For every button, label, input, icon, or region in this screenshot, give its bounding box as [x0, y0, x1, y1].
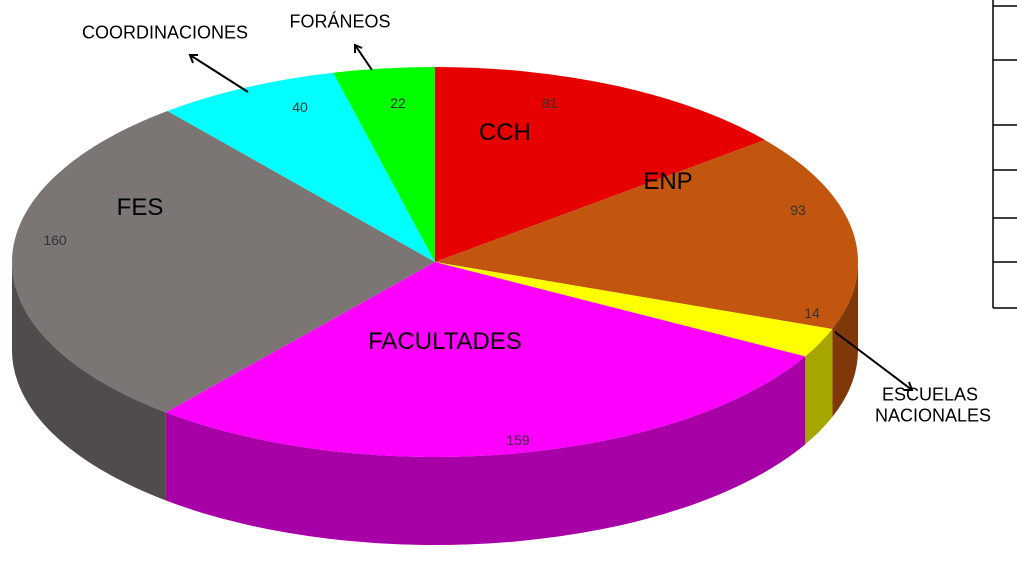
category-label: ENP — [643, 168, 693, 196]
arrows — [188, 43, 914, 391]
value-label: 22 — [390, 95, 406, 111]
category-label: CCH — [479, 119, 531, 147]
side-shade — [12, 262, 166, 501]
value-label: 159 — [506, 432, 530, 448]
side-shade — [165, 356, 806, 545]
pie-tops — [12, 67, 858, 457]
pie-side — [12, 262, 166, 501]
category-label: FES — [116, 194, 164, 222]
value-label: 40 — [292, 99, 308, 115]
pie-slice — [435, 139, 858, 329]
pie-sides — [12, 262, 858, 545]
value-label: 81 — [542, 95, 558, 111]
value-label: 14 — [804, 305, 820, 321]
pie-side — [805, 328, 833, 445]
category-label: ESCUELAS NACIONALES — [875, 384, 992, 425]
value-label: 160 — [43, 232, 67, 248]
value-label: 93 — [790, 202, 806, 218]
pie-slice — [12, 110, 436, 413]
category-label: FACULTADES — [368, 328, 522, 356]
pie-side — [165, 356, 806, 545]
side-shade — [805, 328, 833, 445]
side-table — [992, 0, 1017, 309]
pie-slice — [333, 67, 435, 262]
pie-slice — [435, 67, 765, 262]
category-label: FORÁNEOS — [289, 11, 391, 32]
pie-slice — [167, 72, 436, 263]
category-label: COORDINACIONES — [81, 22, 249, 43]
pie-slice — [435, 262, 833, 357]
pie-slice — [165, 262, 806, 457]
